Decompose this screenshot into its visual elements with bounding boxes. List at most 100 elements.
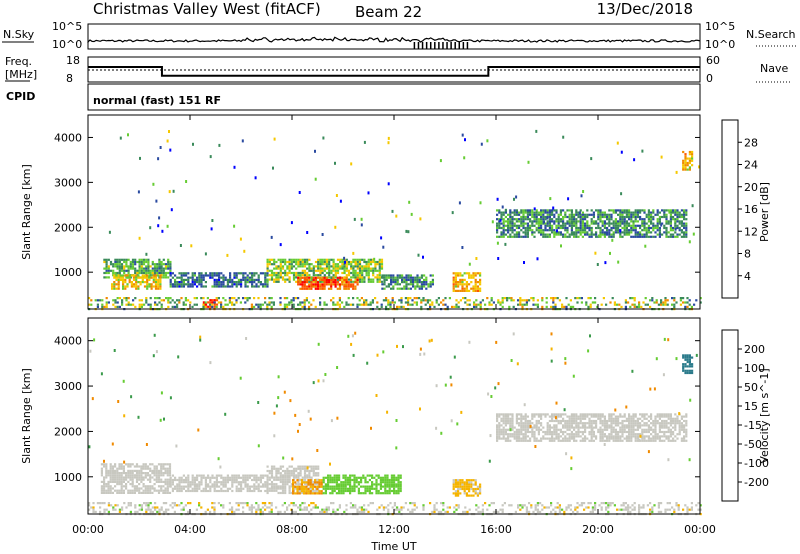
- scatter-cell: [522, 417, 525, 420]
- scatter-cell: [281, 476, 285, 479]
- scatter-cell: [264, 276, 267, 279]
- scatter-cell: [612, 422, 615, 425]
- scatter-cell: [292, 265, 296, 268]
- scatter-cell: [405, 285, 408, 288]
- scatter-cell: [472, 287, 475, 290]
- scatter-cell: [661, 439, 664, 442]
- scatter-cell: [341, 265, 344, 268]
- scatter-cell: [382, 476, 385, 479]
- scatter-cell: [155, 489, 158, 492]
- scatter-cell: [356, 283, 359, 286]
- scatter-cell: [678, 428, 681, 431]
- scatter-cell: [376, 305, 379, 308]
- scatter-cell: [138, 269, 141, 272]
- scatter-cell: [299, 467, 302, 470]
- scatter-cell: [555, 209, 558, 212]
- scatter-cell: [141, 276, 144, 279]
- scatter-cell: [575, 419, 578, 423]
- scatter-cell: [312, 271, 315, 275]
- scatter-cell: [138, 491, 141, 494]
- scatter-cell: [299, 281, 302, 284]
- scatter-cell: [202, 274, 205, 277]
- scatter-cell: [612, 220, 615, 223]
- scatter-cell: [290, 260, 293, 264]
- scatter-cell: [617, 209, 620, 212]
- scatter-cell: [196, 483, 199, 486]
- scatter-cell: [133, 489, 136, 492]
- scatter-cell: [684, 356, 687, 359]
- scatter-cell: [209, 303, 212, 306]
- scatter-cell: [335, 487, 338, 490]
- scatter-cell: [669, 433, 672, 436]
- scatter-cell: [599, 220, 602, 223]
- scatter-cell: [323, 278, 326, 282]
- scatter-cell: [364, 489, 367, 493]
- scatter-cell: [407, 287, 410, 290]
- scatter-cell: [537, 226, 540, 230]
- scatter-cell: [334, 269, 337, 272]
- scatter-cell: [111, 469, 114, 472]
- scatter-cell: [579, 439, 582, 442]
- scatter-cell: [587, 297, 590, 300]
- scatter-cell: [303, 274, 307, 277]
- scatter-cell: [584, 422, 587, 425]
- scatter-cell: [393, 492, 396, 495]
- scatter-cell: [652, 211, 655, 214]
- scatter-cell: [344, 489, 347, 493]
- scatter-cell: [647, 235, 650, 238]
- scatter-cell: [641, 224, 644, 227]
- scatter-cell: [664, 297, 667, 300]
- range-tick-label: 1000: [54, 266, 82, 279]
- scatter-cell: [353, 474, 356, 477]
- scatter-cell: [347, 303, 350, 306]
- scatter-cell: [384, 478, 387, 482]
- scatter-cell: [398, 305, 401, 308]
- scatter-cell: [176, 283, 179, 286]
- scatter-cell: [643, 226, 646, 230]
- scatter-cell: [529, 422, 532, 425]
- scatter-cell: [275, 476, 278, 479]
- scatter-cell: [588, 413, 591, 416]
- scatter-cell: [612, 211, 615, 214]
- scatter-cell: [658, 413, 661, 416]
- scatter-cell: [131, 476, 134, 479]
- scatter-cell: [157, 224, 160, 228]
- scatter-cell: [264, 301, 267, 304]
- scatter-cell: [570, 433, 573, 436]
- scatter-cell: [579, 213, 582, 216]
- scatter-cell: [207, 305, 210, 308]
- scatter-cell: [215, 281, 218, 284]
- scatter-cell: [573, 417, 576, 420]
- scatter-cell: [496, 224, 499, 227]
- scatter-cell: [531, 415, 534, 418]
- scatter-cell: [257, 489, 260, 493]
- scatter-cell: [185, 478, 188, 482]
- scatter-cell: [372, 278, 375, 281]
- scatter-cell: [575, 439, 578, 442]
- scatter-cell: [383, 278, 386, 281]
- scatter-cell: [454, 272, 457, 275]
- scatter-cell: [112, 265, 115, 268]
- scatter-cell: [169, 483, 172, 486]
- scatter-cell: [513, 235, 516, 238]
- scatter-cell: [647, 220, 650, 223]
- scatter-cell: [618, 303, 621, 306]
- scatter-cell: [185, 476, 188, 479]
- scatter-cell: [141, 278, 144, 281]
- scatter-cell: [685, 419, 688, 423]
- frequency-panel: Freq. [MHz] 18 8 60 0 Nave: [5, 54, 790, 85]
- scatter-cell: [347, 285, 350, 288]
- range-tick-label: 3000: [54, 176, 82, 189]
- scatter-cell: [360, 303, 363, 306]
- scatter-cell: [526, 211, 529, 214]
- scatter-cell: [641, 424, 644, 427]
- scatter-cell: [151, 463, 154, 466]
- scatter-cell: [176, 478, 179, 482]
- scatter-cell: [319, 276, 322, 279]
- scatter-cell: [625, 417, 628, 420]
- scatter-cell: [532, 299, 535, 302]
- scatter-cell: [676, 209, 679, 212]
- scatter-cell: [678, 433, 681, 436]
- scatter-cell: [100, 487, 103, 490]
- scatter-cell: [513, 197, 515, 201]
